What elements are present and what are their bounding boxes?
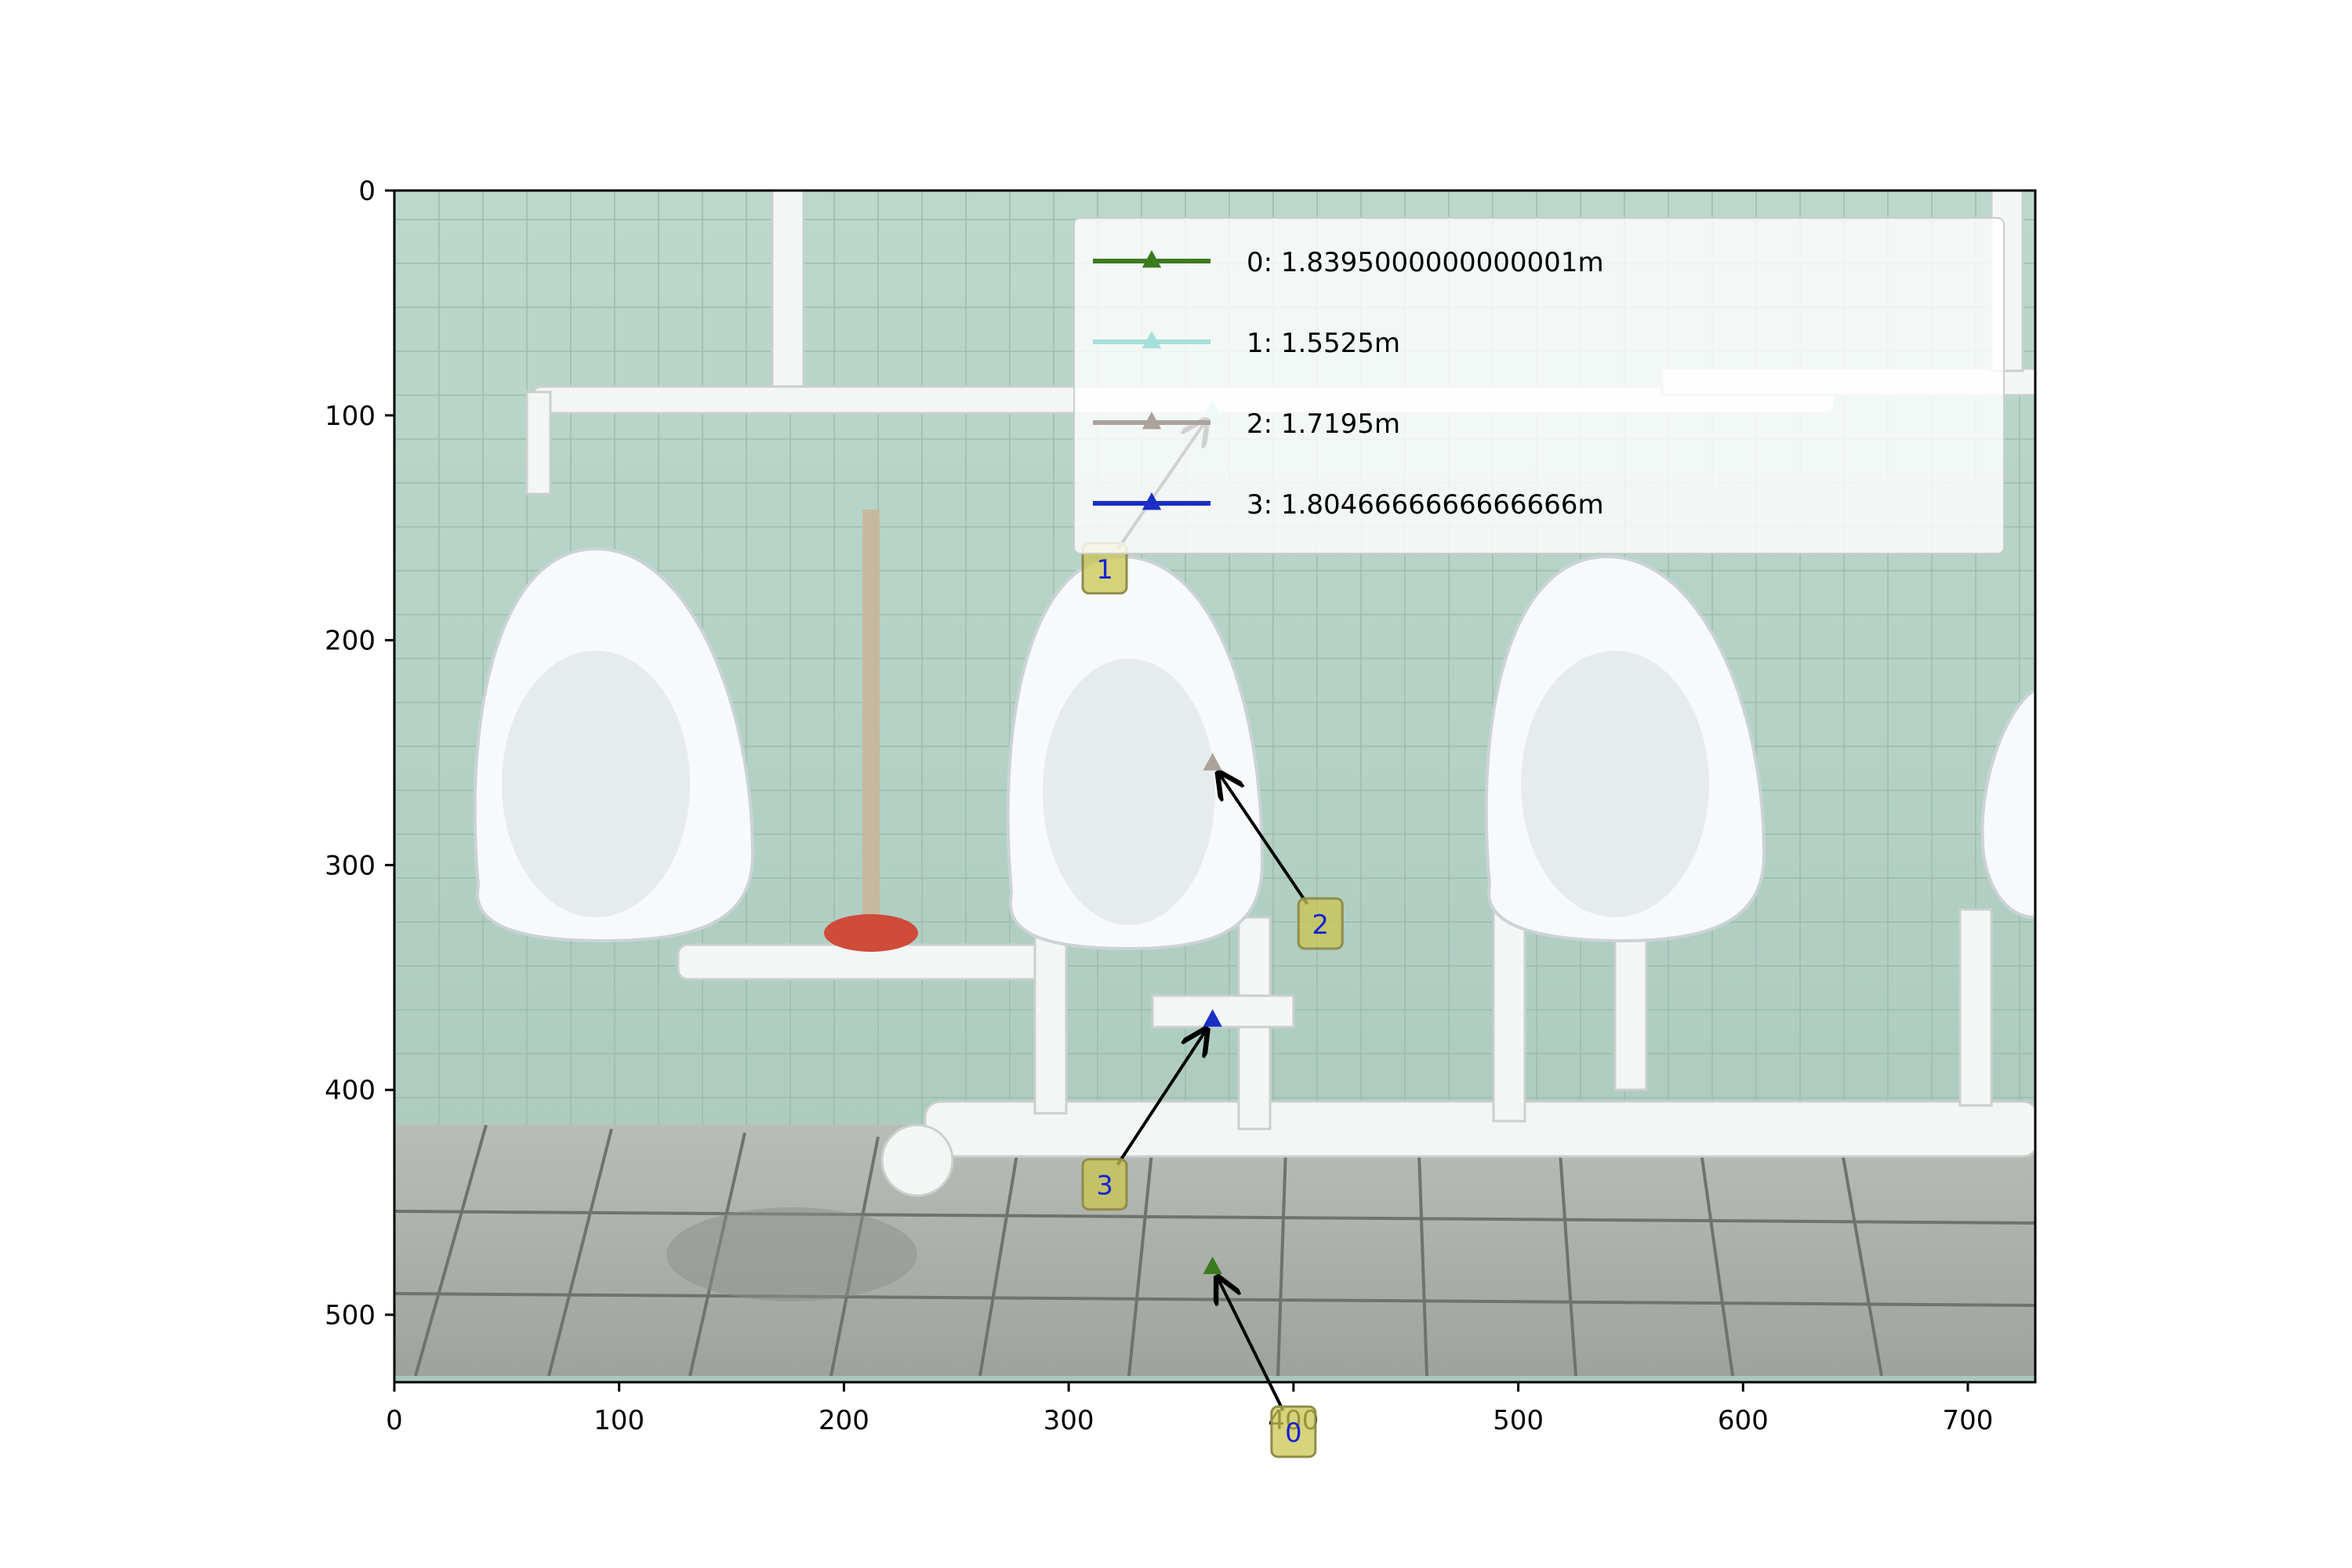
x-tick-label: 700 [1943, 1405, 1994, 1436]
y-tick-label: 500 [325, 1300, 376, 1331]
annotation-label: 3 [1096, 1171, 1113, 1202]
annotation-label: 0 [1285, 1417, 1302, 1449]
legend-marker [1142, 412, 1162, 430]
y-tick-label: 100 [325, 401, 376, 432]
x-tick-label: 100 [593, 1405, 644, 1436]
y-tick-label: 200 [325, 626, 376, 657]
x-axis: 0100200300400500600700 [386, 1382, 1993, 1436]
annotation-arrow [1218, 1277, 1285, 1412]
legend-marker [1142, 250, 1162, 268]
x-tick-label: 300 [1044, 1405, 1094, 1436]
legend-marker [1142, 492, 1162, 510]
floor-tiles [394, 1124, 2035, 1377]
axes-frame [393, 189, 2037, 1384]
x-tick-label: 500 [1493, 1405, 1544, 1436]
plunger [824, 510, 918, 952]
legend-label: 2: 1.7195m [1247, 408, 1400, 440]
data-point-marker [1203, 1256, 1222, 1275]
x-tick-label: 600 [1718, 1405, 1769, 1436]
annotation-label-box [1081, 1158, 1128, 1211]
legend: 0: 1.8395000000000001m 1: 1.5525m 2: 1.719… [1073, 217, 2005, 554]
annotation-label-box [1297, 897, 1344, 950]
legend-label: 1: 1.5525m [1247, 328, 1400, 359]
y-tick-label: 0 [358, 176, 376, 207]
y-tick-label: 400 [325, 1075, 376, 1106]
annotation-arrow [1218, 773, 1309, 906]
legend-label: 3: 1.8046666666666666m [1247, 489, 1604, 521]
data-point-marker [1203, 1009, 1222, 1027]
annotation-label-box [1270, 1405, 1317, 1458]
annotation-label: 2 [1312, 909, 1329, 941]
annotation-label: 1 [1096, 554, 1113, 586]
annotation-arrow [1116, 1029, 1206, 1166]
x-tick-label: 200 [818, 1405, 869, 1436]
y-tick-label: 300 [325, 850, 376, 881]
legend-label: 0: 1.8395000000000001m [1247, 247, 1604, 278]
pipes [525, 191, 2035, 1197]
legend-marker [1142, 331, 1162, 349]
data-point-marker [1203, 753, 1222, 771]
data-markers: 0 1 2 3 [1081, 400, 1344, 1458]
y-axis: 0 100 200 300 400 500 [325, 176, 394, 1331]
x-tick-label: 0 [386, 1405, 403, 1436]
